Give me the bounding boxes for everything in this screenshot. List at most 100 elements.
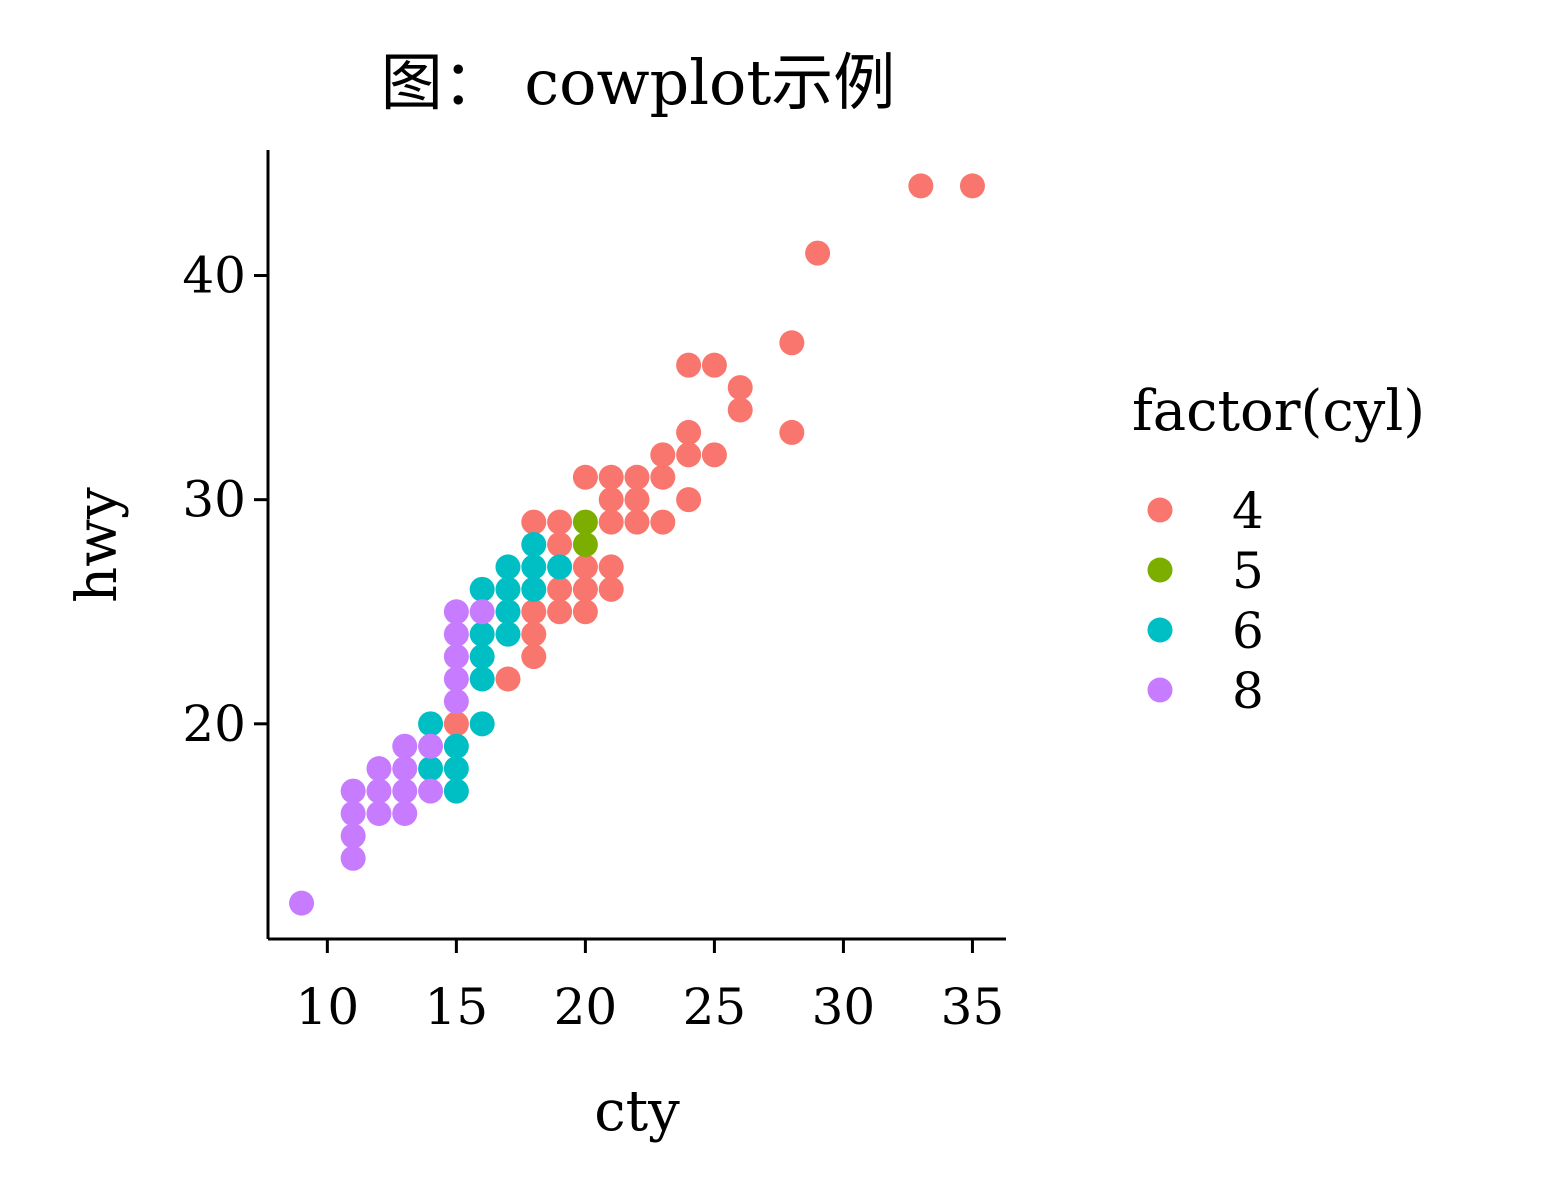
legend-label: 6 (1232, 602, 1264, 660)
x-tick-label: 20 (554, 978, 618, 1036)
data-point-cyl-4 (779, 330, 805, 356)
data-point-cyl-6 (495, 599, 521, 625)
data-point-cyl-6 (469, 666, 495, 692)
data-point-cyl-4 (495, 666, 521, 692)
points-layer (289, 173, 985, 916)
x-tick-label: 30 (812, 978, 876, 1036)
data-point-cyl-6 (469, 576, 495, 602)
data-point-cyl-4 (650, 509, 676, 535)
data-point-cyl-6 (495, 621, 521, 647)
y-axis-title: hwy (65, 487, 130, 603)
data-point-cyl-4 (908, 173, 934, 199)
data-point-cyl-8 (289, 890, 315, 916)
data-point-cyl-6 (521, 576, 547, 602)
data-point-cyl-6 (521, 532, 547, 557)
data-point-cyl-4 (624, 487, 650, 513)
legend-key-5 (1147, 557, 1173, 583)
data-point-cyl-4 (701, 352, 727, 378)
data-point-cyl-5 (572, 509, 598, 535)
y-tick-label: 40 (182, 247, 246, 305)
data-point-cyl-6 (418, 756, 444, 782)
x-tick-label: 25 (683, 978, 747, 1036)
data-point-cyl-4 (624, 509, 650, 535)
chart-title: 图： cowplot示例 (381, 46, 896, 119)
data-point-cyl-8 (469, 599, 495, 625)
data-point-cyl-6 (495, 576, 521, 602)
data-point-cyl-4 (521, 621, 547, 647)
data-point-cyl-8 (366, 800, 392, 826)
data-point-cyl-4 (521, 644, 547, 670)
y-tick-label: 30 (182, 471, 246, 529)
data-point-cyl-6 (443, 778, 469, 804)
data-point-cyl-6 (469, 711, 495, 737)
data-point-cyl-6 (443, 756, 469, 782)
data-point-cyl-8 (366, 778, 392, 804)
data-point-cyl-8 (418, 733, 444, 759)
data-point-cyl-4 (598, 464, 624, 490)
legend-key-4 (1147, 497, 1173, 523)
data-point-cyl-4 (572, 554, 598, 580)
data-point-cyl-8 (340, 845, 366, 871)
data-point-cyl-4 (443, 711, 469, 737)
x-axis-ticks: 10 15 20 25 30 35 (296, 939, 1005, 1036)
data-point-cyl-4 (572, 576, 598, 602)
legend-label: 5 (1232, 542, 1264, 600)
data-point-cyl-6 (469, 621, 495, 647)
data-point-cyl-4 (959, 173, 985, 199)
legend-key-6 (1147, 617, 1173, 643)
legend-label: 8 (1232, 662, 1264, 720)
data-point-cyl-8 (340, 823, 366, 849)
data-point-cyl-4 (598, 554, 624, 580)
data-point-cyl-4 (598, 509, 624, 535)
legend-label: 4 (1232, 482, 1264, 540)
data-point-cyl-4 (624, 464, 650, 490)
data-point-cyl-4 (727, 375, 753, 401)
data-point-cyl-4 (572, 599, 598, 625)
data-point-cyl-5 (572, 532, 598, 557)
y-tick-label: 20 (182, 695, 246, 753)
data-point-cyl-6 (469, 644, 495, 670)
x-tick-label: 35 (941, 978, 1005, 1036)
data-point-cyl-4 (547, 599, 573, 625)
data-point-cyl-8 (392, 778, 418, 804)
data-point-cyl-8 (340, 778, 366, 804)
x-axis-title: cty (594, 1079, 680, 1144)
legend-key-8 (1147, 677, 1173, 703)
data-point-cyl-4 (701, 442, 727, 468)
data-point-cyl-4 (727, 397, 753, 423)
data-point-cyl-4 (676, 442, 702, 468)
data-point-cyl-8 (392, 733, 418, 759)
data-point-cyl-8 (443, 621, 469, 647)
data-point-cyl-6 (521, 554, 547, 580)
data-point-cyl-8 (340, 800, 366, 826)
data-point-cyl-4 (650, 464, 676, 490)
legend-title: factor(cyl) (1132, 379, 1425, 444)
data-point-cyl-8 (443, 644, 469, 670)
data-point-cyl-6 (547, 554, 573, 580)
data-point-cyl-6 (495, 554, 521, 580)
data-point-cyl-8 (392, 800, 418, 826)
data-point-cyl-4 (676, 352, 702, 378)
data-point-cyl-8 (392, 756, 418, 782)
data-point-cyl-4 (650, 442, 676, 468)
data-point-cyl-4 (805, 240, 831, 266)
data-point-cyl-6 (418, 711, 444, 737)
data-point-cyl-4 (572, 464, 598, 490)
data-point-cyl-6 (443, 733, 469, 759)
data-point-cyl-8 (418, 778, 444, 804)
x-tick-label: 10 (296, 978, 360, 1036)
data-point-cyl-4 (598, 576, 624, 602)
data-point-cyl-8 (443, 688, 469, 714)
data-point-cyl-4 (521, 509, 547, 535)
data-point-cyl-4 (547, 576, 573, 602)
data-point-cyl-4 (521, 599, 547, 625)
data-point-cyl-8 (443, 599, 469, 625)
data-point-cyl-4 (779, 419, 805, 445)
data-point-cyl-8 (366, 756, 392, 782)
data-point-cyl-8 (443, 666, 469, 692)
y-axis-ticks: 20 30 40 (182, 247, 268, 753)
data-point-cyl-4 (598, 487, 624, 513)
